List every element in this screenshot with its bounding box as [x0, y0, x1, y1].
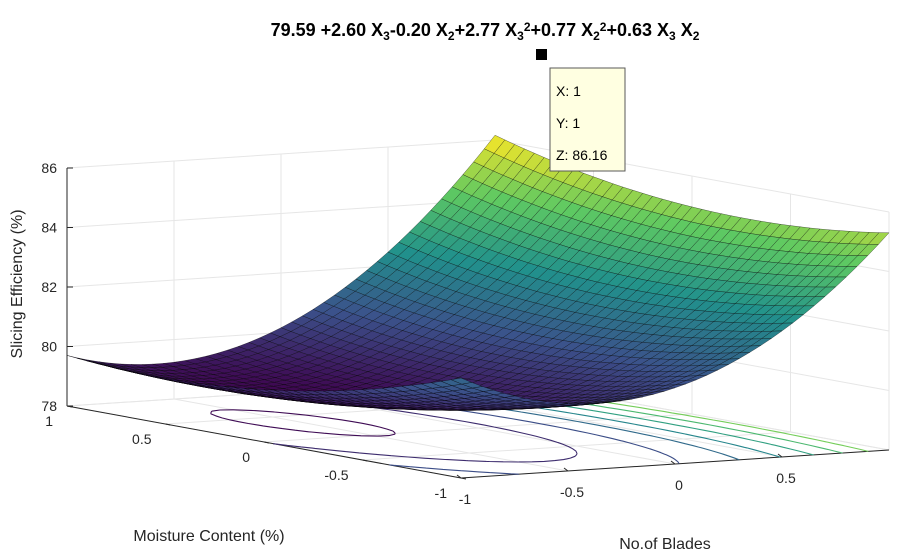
tick-labels: 78 80 82 84 86 -1 -0.5 0 0.5 1 -1 -0.5 0 0.5 — [41, 160, 796, 507]
data-tip-x: X: 1 — [556, 83, 581, 99]
data-tip-z: Z: 86.16 — [556, 147, 608, 163]
x-tick-mark — [670, 460, 676, 465]
title-part: -0.20 X — [390, 20, 448, 40]
title-part: X — [676, 20, 693, 40]
title-part: 2 — [593, 29, 600, 43]
y-axis-label: Moisture Content (%) — [133, 528, 284, 545]
y-tick-label: -1 — [435, 485, 448, 501]
title-part: 2 — [600, 20, 607, 34]
title-part: 2 — [448, 29, 455, 43]
contour-line — [210, 409, 396, 437]
y-tick-label: -0.5 — [324, 467, 348, 483]
x-axis-label: No.of Blades — [619, 536, 711, 553]
y-tick-label: 0 — [242, 449, 250, 465]
surface-mesh — [66, 134, 890, 411]
z-tick-label: 80 — [41, 339, 57, 355]
data-tip-box — [549, 67, 626, 172]
grid-line — [66, 199, 496, 228]
data-tip-marker — [536, 49, 547, 60]
z-tick-label: 84 — [41, 220, 57, 236]
title-part: 3 — [517, 29, 524, 43]
title-part: 3 — [383, 29, 390, 43]
y-tick-mark — [362, 459, 368, 462]
y-tick-mark — [263, 441, 270, 444]
y-tick-label: 0.5 — [132, 431, 152, 447]
title-part: +0.77 X — [531, 20, 594, 40]
z-axis-label: Slicing Efficiency (%) — [9, 209, 26, 358]
title-part: 3 — [669, 29, 676, 43]
data-tip-y: Y: 1 — [556, 115, 580, 131]
chart-title: 79.59 +2.60 X3-0.20 X2+2.77 X32+0.77 X22… — [271, 20, 700, 43]
title-part: 79.59 +2.60 X — [271, 20, 384, 40]
x-tick-mark — [777, 453, 783, 458]
x-tick-label: -0.5 — [560, 484, 584, 500]
grid-line — [66, 139, 496, 169]
y-tick-mark — [165, 423, 171, 426]
surface-patch — [450, 377, 473, 385]
x-tick-label: 0.5 — [776, 470, 796, 486]
title-part: 2 — [693, 29, 700, 43]
y-tick-label: 1 — [45, 413, 53, 429]
data-tip[interactable]: X: 1 Y: 1 Z: 86.16 — [536, 49, 626, 172]
x-tick-mark — [563, 467, 569, 472]
title-part: 2 — [524, 20, 531, 34]
title-part: +0.63 X — [606, 20, 669, 40]
grid-line — [263, 413, 693, 443]
z-tick-label: 82 — [41, 279, 57, 295]
z-tick-label: 86 — [41, 160, 57, 176]
z-tick-label: 78 — [41, 398, 57, 414]
x-tick-mark — [456, 474, 462, 479]
x-tick-label: -1 — [459, 491, 472, 507]
y-tick-mark — [460, 477, 467, 480]
y-tick-mark — [66, 405, 73, 408]
x-tick-label: 0 — [675, 477, 683, 493]
title-part: +2.77 X — [455, 20, 518, 40]
